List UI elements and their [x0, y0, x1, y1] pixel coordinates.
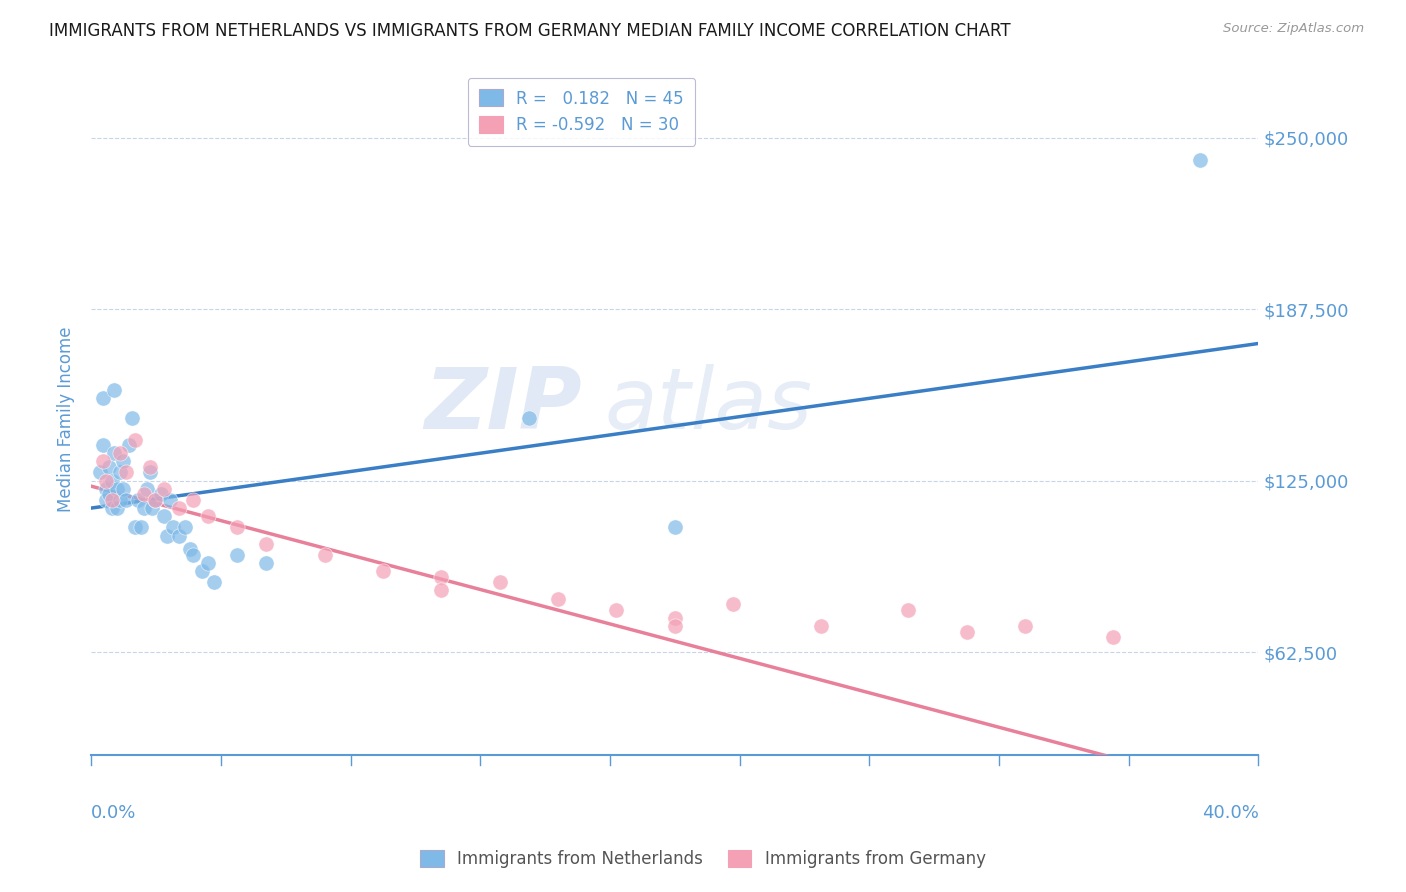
Point	[97, 459, 120, 474]
Point	[103, 446, 125, 460]
Point	[100, 492, 122, 507]
Point	[94, 492, 117, 507]
Point	[181, 492, 204, 507]
Point	[202, 575, 225, 590]
Point	[110, 492, 132, 507]
Point	[191, 564, 214, 578]
Point	[89, 466, 111, 480]
Point	[135, 482, 157, 496]
Point	[110, 446, 132, 460]
Point	[112, 482, 135, 496]
Point	[124, 433, 146, 447]
Point	[173, 520, 195, 534]
Point	[371, 564, 394, 578]
Point	[107, 482, 129, 496]
Point	[150, 487, 173, 501]
Point	[129, 520, 152, 534]
Point	[197, 556, 219, 570]
Point	[226, 520, 249, 534]
Legend: R =   0.182   N = 45, R = -0.592   N = 30: R = 0.182 N = 45, R = -0.592 N = 30	[468, 78, 695, 145]
Point	[664, 520, 686, 534]
Point	[721, 597, 744, 611]
Point	[132, 487, 155, 501]
Point	[159, 492, 181, 507]
Text: Source: ZipAtlas.com: Source: ZipAtlas.com	[1223, 22, 1364, 36]
Point	[153, 509, 176, 524]
Point	[143, 492, 166, 507]
Point	[94, 482, 117, 496]
Point	[1014, 619, 1036, 633]
Point	[430, 570, 453, 584]
Point	[605, 602, 627, 616]
Point	[107, 501, 129, 516]
Point	[167, 501, 190, 516]
Point	[547, 591, 569, 606]
Point	[132, 501, 155, 516]
Point	[91, 392, 114, 406]
Point	[112, 454, 135, 468]
Text: ZIP: ZIP	[423, 364, 582, 447]
Point	[167, 528, 190, 542]
Text: 0.0%: 0.0%	[91, 805, 136, 822]
Text: 40.0%: 40.0%	[1202, 805, 1258, 822]
Point	[810, 619, 832, 633]
Point	[226, 548, 249, 562]
Point	[97, 487, 120, 501]
Point	[138, 459, 160, 474]
Point	[897, 602, 920, 616]
Point	[115, 492, 138, 507]
Point	[141, 501, 163, 516]
Point	[430, 583, 453, 598]
Point	[254, 537, 277, 551]
Point	[91, 454, 114, 468]
Point	[664, 611, 686, 625]
Point	[1101, 630, 1123, 644]
Point	[121, 410, 143, 425]
Point	[162, 520, 184, 534]
Point	[664, 619, 686, 633]
Point	[956, 624, 979, 639]
Point	[488, 575, 510, 590]
Point	[115, 466, 138, 480]
Point	[179, 542, 201, 557]
Point	[314, 548, 336, 562]
Point	[91, 438, 114, 452]
Point	[153, 482, 176, 496]
Y-axis label: Median Family Income: Median Family Income	[58, 326, 75, 512]
Point	[100, 474, 122, 488]
Point	[94, 474, 117, 488]
Point	[517, 410, 540, 425]
Point	[181, 548, 204, 562]
Text: IMMIGRANTS FROM NETHERLANDS VS IMMIGRANTS FROM GERMANY MEDIAN FAMILY INCOME CORR: IMMIGRANTS FROM NETHERLANDS VS IMMIGRANT…	[49, 22, 1011, 40]
Point	[127, 492, 149, 507]
Point	[100, 501, 122, 516]
Text: atlas: atlas	[605, 364, 813, 447]
Point	[254, 556, 277, 570]
Point	[143, 492, 166, 507]
Point	[156, 528, 179, 542]
Point	[103, 383, 125, 397]
Point	[118, 438, 141, 452]
Point	[124, 520, 146, 534]
Point	[138, 466, 160, 480]
Point	[197, 509, 219, 524]
Point	[110, 466, 132, 480]
Point	[1189, 153, 1212, 167]
Legend: Immigrants from Netherlands, Immigrants from Germany: Immigrants from Netherlands, Immigrants …	[413, 843, 993, 875]
